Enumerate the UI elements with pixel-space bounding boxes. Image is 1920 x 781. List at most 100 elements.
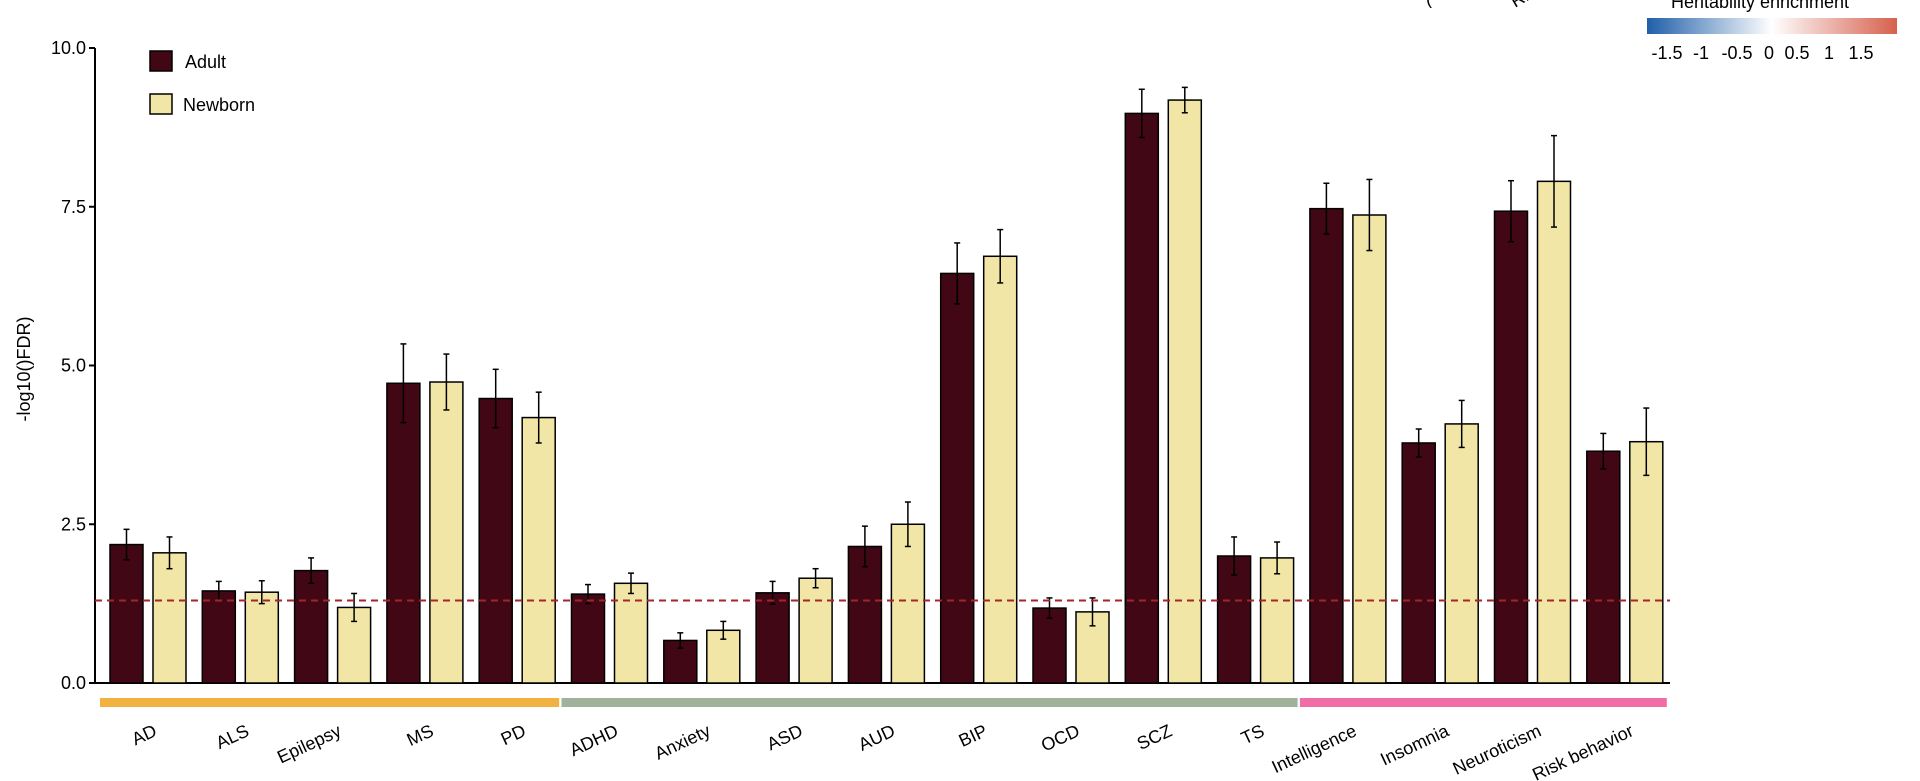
error-bar-adult-scz: [1138, 88, 1145, 139]
category-label-ms: MS: [404, 720, 437, 750]
error-bar-adult-anxiety: [677, 632, 684, 649]
y-tick-label-3: 7.5: [61, 197, 86, 217]
category-label-als: ALS: [213, 720, 252, 753]
error-bar-newborn-scz: [1181, 86, 1188, 114]
legend-item-adult: Adult: [149, 50, 226, 72]
bar-adult-ms: [386, 382, 421, 684]
bar-adult-ts: [1216, 555, 1252, 684]
colorbar-tick-2: -0.5: [1721, 43, 1752, 63]
y-tick-label-2: 5.0: [61, 356, 86, 376]
group-band-psychiatric: [561, 698, 1298, 707]
cutoff-fragments: ( Ris: [1426, 0, 1540, 11]
error-bars: [123, 86, 1650, 649]
category-label-ocd: OCD: [1038, 720, 1083, 755]
error-bar-newborn-aud: [904, 501, 911, 548]
bar-newborn-als: [244, 591, 280, 684]
bar-newborn-aud: [890, 523, 926, 684]
bar-newborn-bip: [982, 255, 1018, 684]
y-ticks: 0.0 2.5 5.0 7.5 10.0: [51, 38, 95, 693]
error-bar-adult-ms: [400, 343, 407, 424]
category-label-anxiety: Anxiety: [652, 720, 714, 763]
category-label-insomnia: Insomnia: [1377, 720, 1453, 769]
bar-adult-adhd: [570, 593, 606, 684]
bar-adult-epilepsy: [293, 569, 329, 684]
colorbar-tick-6: 1.5: [1848, 43, 1873, 63]
error-bar-adult-bip: [954, 242, 961, 305]
category-label-epilepsy: Epilepsy: [274, 720, 344, 767]
cutoff-fragment-paren: (: [1426, 0, 1432, 8]
bar-adult-neuroticism: [1493, 210, 1529, 684]
bar-newborn-pd: [521, 416, 556, 684]
bar-adult-bip: [939, 272, 975, 684]
y-axis: -log10()FDR) 0.0 2.5 5.0 7.5 10.0: [14, 38, 96, 693]
error-bar-newborn-ocd: [1089, 597, 1096, 627]
colorbar-title: Heritability enrichment: [1671, 0, 1849, 12]
error-bar-newborn-insomnia: [1458, 399, 1465, 449]
legend-swatch-adult: [149, 50, 173, 72]
bar-adult-ocd: [1032, 607, 1067, 684]
bar-adult-ad: [109, 543, 144, 684]
bar-newborn-risk-behavior: [1629, 440, 1664, 684]
y-tick-label-0: 0.0: [61, 673, 86, 693]
category-label-aud: AUD: [855, 720, 898, 754]
category-label-scz: SCZ: [1134, 720, 1175, 753]
bar-adult-insomnia: [1401, 442, 1436, 684]
bar-newborn-neuroticism: [1536, 180, 1572, 684]
category-label-intelligence: Intelligence: [1269, 720, 1360, 777]
legend-label-newborn: Newborn: [183, 95, 255, 115]
y-tick-label-1: 2.5: [61, 514, 86, 534]
bar-newborn-ts: [1259, 557, 1295, 684]
colorbar-tick-4: 0.5: [1784, 43, 1809, 63]
bar-newborn-scz: [1167, 99, 1203, 684]
error-bar-adult-ad: [123, 528, 130, 561]
group-band-neurological: [100, 698, 560, 707]
error-bar-adult-neuroticism: [1508, 179, 1514, 243]
bar-newborn-ad: [152, 552, 187, 684]
legend: Adult Newborn: [149, 50, 255, 115]
legend-label-adult: Adult: [185, 52, 226, 72]
bar-adult-pd: [478, 397, 513, 684]
bar-adult-asd: [755, 592, 790, 684]
error-bar-newborn-ad: [166, 536, 173, 570]
error-bar-newborn-epilepsy: [351, 592, 358, 623]
category-label-pd: PD: [498, 720, 529, 749]
bar-adult-risk-behavior: [1586, 450, 1621, 684]
error-bar-adult-aud: [861, 525, 868, 568]
cutoff-fragment-ris: Ris: [1507, 0, 1540, 11]
error-bar-newborn-ms: [443, 353, 450, 411]
error-bar-newborn-pd: [535, 391, 542, 444]
category-label-adhd: ADHD: [567, 720, 622, 760]
category-label-risk-behavior: Risk behavior: [1529, 720, 1636, 781]
category-labels: AD ALS Epilepsy MS PD ADHD Anxiety ASD AUD BIP OCD…: [129, 720, 1637, 781]
colorbar-tick-5: 1: [1824, 43, 1834, 63]
bar-adult-intelligence: [1309, 207, 1344, 684]
error-bar-newborn-ts: [1274, 541, 1281, 575]
bar-adult-aud: [847, 545, 883, 684]
legend-swatch-newborn: [149, 93, 173, 115]
bar-newborn-asd: [798, 577, 833, 684]
bar-newborn-ms: [429, 381, 464, 684]
error-bar-newborn-intelligence: [1366, 178, 1373, 252]
category-label-bip: BIP: [956, 720, 991, 750]
error-bar-adult-pd: [492, 368, 499, 429]
category-label-ts: TS: [1238, 720, 1267, 748]
bars: [109, 99, 1664, 684]
error-bar-newborn-adhd: [628, 572, 634, 595]
group-band-behavioral: [1299, 698, 1667, 707]
legend-item-newborn: Newborn: [149, 93, 255, 115]
colorbar-gradient: [1647, 18, 1897, 34]
colorbar-tick-1: -1: [1693, 43, 1709, 63]
error-bar-adult-insomnia: [1415, 428, 1422, 458]
group-bands: [100, 698, 1667, 707]
bar-newborn-insomnia: [1444, 423, 1479, 684]
category-label-ad: AD: [129, 720, 160, 749]
error-bar-adult-intelligence: [1323, 182, 1330, 235]
error-bar-adult-epilepsy: [308, 557, 315, 585]
bar-newborn-intelligence: [1352, 214, 1387, 684]
colorbar-ticks: -1.5 -1 -0.5 0 0.5 1 1.5: [1651, 43, 1873, 63]
error-bar-newborn-bip: [997, 228, 1004, 284]
error-bar-newborn-neuroticism: [1551, 134, 1557, 228]
colorbar-tick-0: -1.5: [1651, 43, 1682, 63]
error-bar-newborn-anxiety: [720, 620, 727, 640]
